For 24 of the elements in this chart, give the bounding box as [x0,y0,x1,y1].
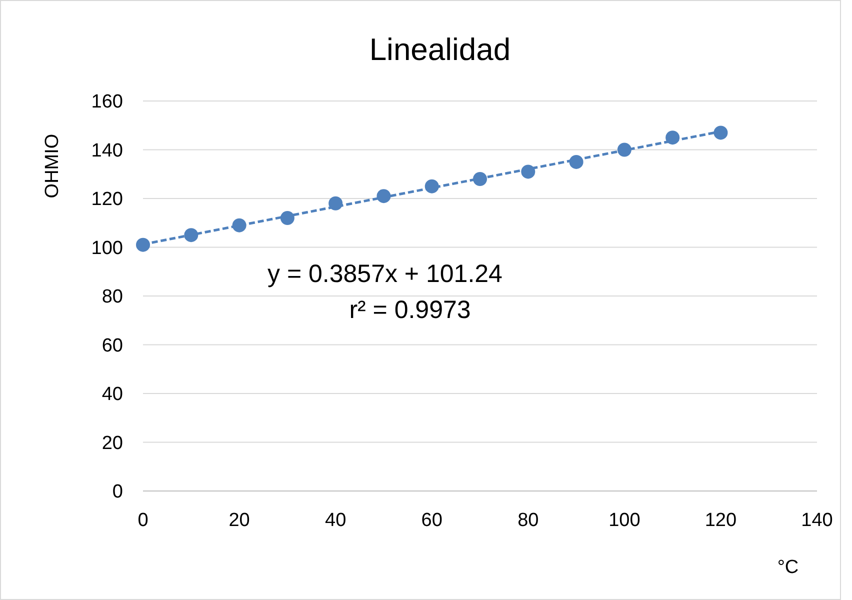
x-tick-label: 40 [325,510,346,531]
x-tick-label: 60 [421,510,442,531]
y-tick-label: 160 [91,92,123,113]
x-tick-label: 100 [608,510,640,531]
x-tick-label: 20 [228,510,250,531]
x-axis-title: °C [777,557,799,578]
x-tick-label: 0 [138,510,148,531]
y-tick-label: 140 [91,140,123,162]
point [714,126,728,140]
point [136,238,150,252]
annotation: y = 0.3857x + 101.24 [268,260,503,288]
annotation: r² = 0.9973 [349,296,471,324]
x-tick-label: 120 [704,510,737,531]
y-tick-label: 100 [91,238,123,259]
x-tick-label: 140 [801,510,833,531]
chart-title: Linealidad [369,32,511,67]
x-tick-label: 80 [518,510,539,531]
y-tick-label: 20 [102,432,123,454]
y-tick-label: 80 [102,286,123,308]
y-tick-label: 0 [112,482,123,503]
y-tick-label: 120 [91,189,123,210]
y-axis-title: OHMIO [42,134,63,198]
y-tick-label: 40 [102,384,123,406]
y-tick-label: 60 [102,335,123,356]
